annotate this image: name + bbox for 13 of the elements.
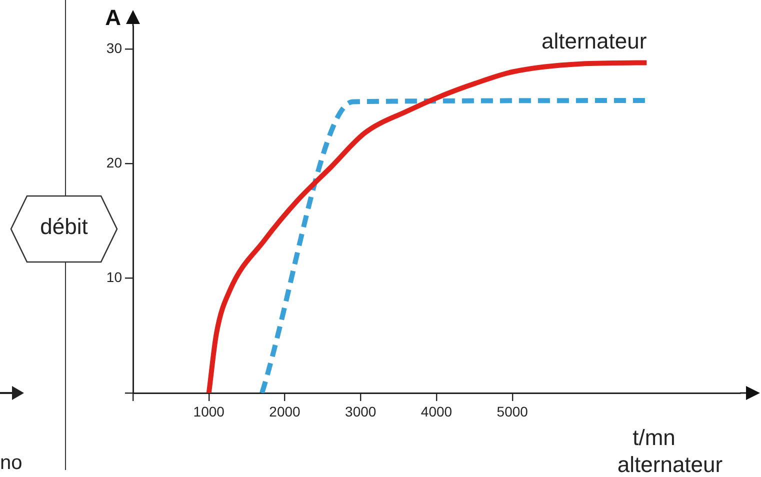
y-tick-label: 20 [106,154,122,170]
y-tick-label: 10 [106,269,122,286]
y-tick-label: 30 [106,40,122,56]
x-tick-label: 2000 [269,403,301,420]
x-tick-label: 1000 [193,403,225,420]
x-tick-label: 5000 [496,403,528,420]
text: no [0,452,22,475]
y-axis-title: A [105,5,122,30]
text: débit [39,214,89,240]
x-tick-label: 4000 [420,403,452,420]
x-axis-title: t/mn alternateur [617,425,723,477]
x-tick-label: 3000 [345,403,376,420]
series-label: alternateur [541,28,647,54]
